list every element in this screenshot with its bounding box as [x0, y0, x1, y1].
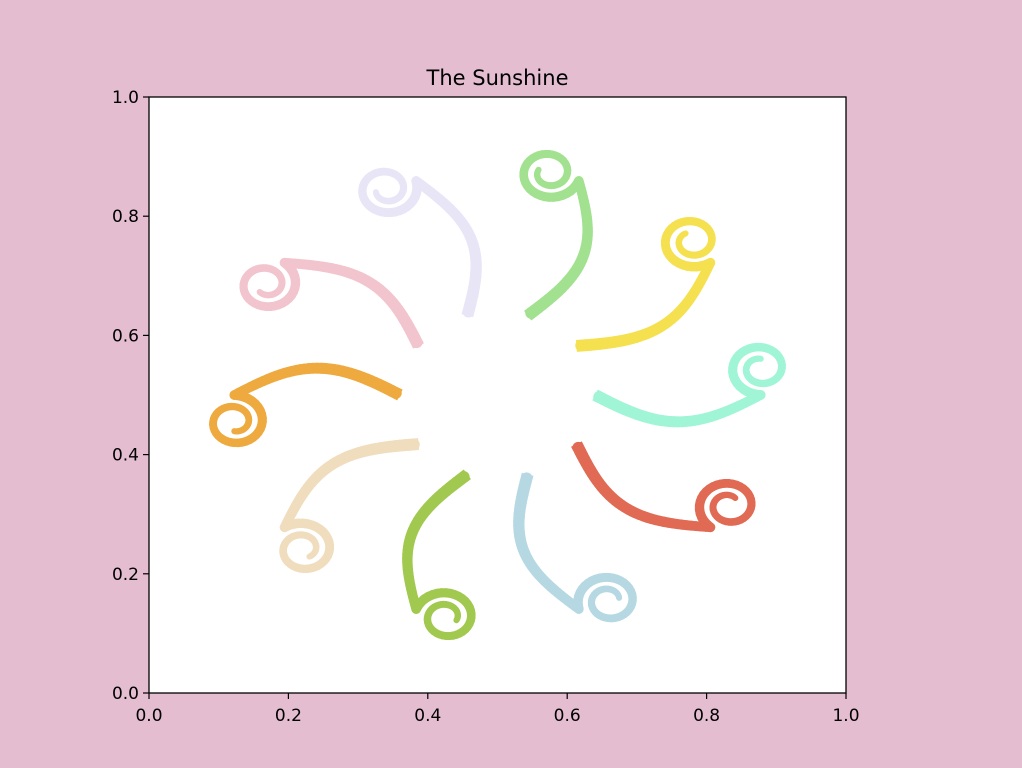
sun-ray-9-segment [730, 493, 739, 502]
sun-ray-1-segment [680, 230, 689, 238]
sun-ray-7-segment [453, 615, 461, 624]
x-tick-label: 0.0 [135, 706, 162, 726]
y-tick-label: 0.6 [112, 326, 139, 346]
plot-area-frame [148, 96, 847, 694]
x-tick-label: 0.2 [275, 706, 302, 726]
x-tick-label: 0.4 [414, 706, 441, 726]
sun-ray-2-segment [534, 166, 542, 175]
chart-title: The Sunshine [426, 66, 569, 90]
y-axis: 0.0 0.2 0.4 0.6 0.8 1.0 [112, 88, 149, 704]
x-tick-label: 0.8 [693, 706, 720, 726]
y-tick-label: 0.2 [112, 565, 139, 585]
x-axis: 0.0 0.2 0.4 0.6 0.8 1.0 [135, 693, 860, 726]
sun-rays [209, 149, 786, 641]
plot-area-background [149, 97, 846, 693]
sun-ray-4-segment [256, 288, 265, 297]
y-tick-label: 0.8 [112, 207, 139, 227]
sun-ray-6-segment [306, 552, 315, 560]
y-tick-label: 1.0 [112, 88, 139, 108]
x-tick-label: 0.6 [554, 706, 581, 726]
y-tick-label: 0.4 [112, 446, 139, 466]
y-tick-label: 0.0 [112, 684, 139, 704]
x-tick-label: 1.0 [832, 706, 859, 726]
